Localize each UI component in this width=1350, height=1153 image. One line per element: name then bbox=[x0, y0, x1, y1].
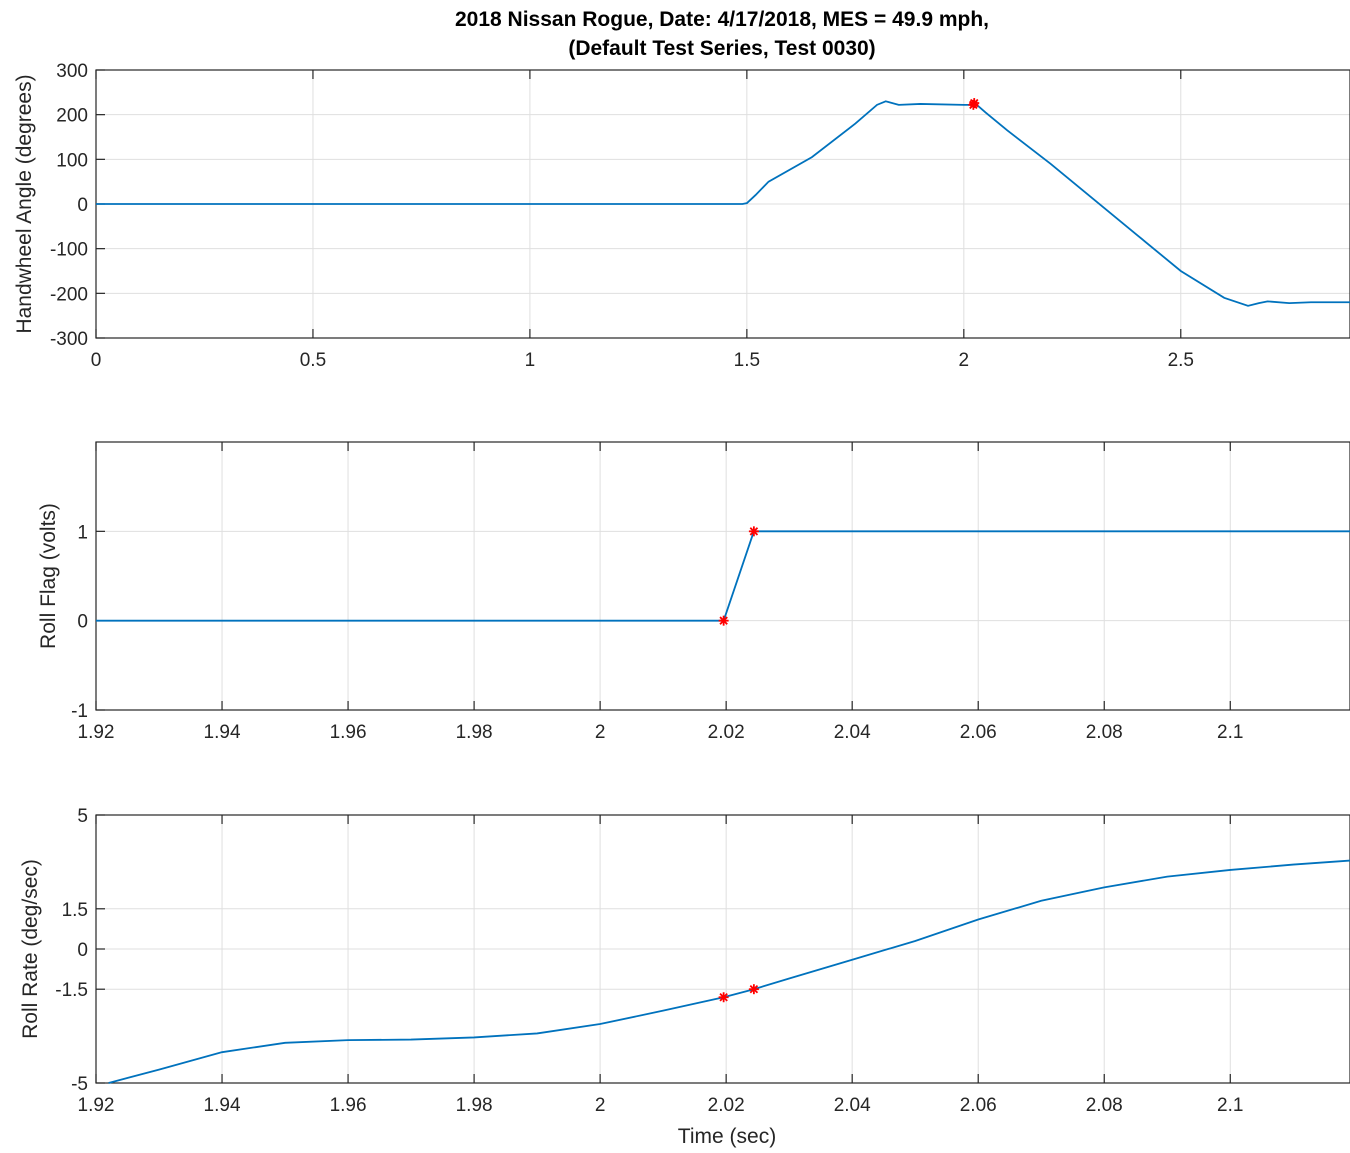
data-marker-asterisk bbox=[748, 984, 759, 995]
y-tick-label: 0 bbox=[77, 940, 88, 961]
data-marker-asterisk bbox=[748, 526, 759, 537]
y-tick-label: 300 bbox=[56, 61, 88, 82]
x-axis-label: Time (sec) bbox=[678, 1125, 776, 1148]
y-tick-label: 0 bbox=[77, 195, 88, 216]
y-tick-label: 0 bbox=[77, 612, 88, 633]
figure-title-line2: (Default Test Series, Test 0030) bbox=[568, 37, 875, 60]
y-tick-label: -300 bbox=[50, 329, 88, 350]
marker-stroke bbox=[749, 984, 759, 994]
x-tick-label: 2 bbox=[959, 350, 970, 371]
x-tick-label: 2.1 bbox=[1217, 1095, 1243, 1116]
x-tick-label: 2.08 bbox=[1086, 722, 1123, 743]
x-tick-label: 1.94 bbox=[204, 1095, 241, 1116]
x-tick-label: 2.02 bbox=[708, 722, 745, 743]
x-tick-label: 2.06 bbox=[960, 1095, 997, 1116]
x-tick-label: 1.98 bbox=[456, 1095, 493, 1116]
x-tick-label: 2.06 bbox=[960, 722, 997, 743]
y-axis-label: Roll Flag (volts) bbox=[37, 503, 60, 649]
x-tick-label: 2.5 bbox=[1168, 350, 1194, 371]
x-tick-label: 2.04 bbox=[834, 1095, 871, 1116]
series-line bbox=[108, 859, 1350, 1084]
figure-title-line1: 2018 Nissan Rogue, Date: 4/17/2018, MES … bbox=[455, 8, 989, 31]
y-tick-label: -1 bbox=[71, 701, 88, 722]
y-tick-label: 1.5 bbox=[62, 900, 88, 921]
x-tick-label: 1.92 bbox=[78, 722, 115, 743]
x-tick-label: 1.94 bbox=[204, 722, 241, 743]
subplot-2: 1.92 1.94 1.96 1.98 2 2.02 2.04 2.06 2.08 2.1 -1 0 1… bbox=[37, 441, 1350, 743]
y-tick-label: 1 bbox=[77, 522, 88, 543]
subplot-3: 1.92 1.94 1.96 1.98 2 2.02 2.04 2.06 2.08 2.1 -5 -1… bbox=[19, 806, 1350, 1148]
y-axis-label: Handwheel Angle (degrees) bbox=[13, 74, 36, 333]
x-tick-label: 1.98 bbox=[456, 722, 493, 743]
marker-stroke bbox=[749, 527, 759, 536]
x-tick-label: 1.96 bbox=[330, 1095, 367, 1116]
x-tick-label: 0 bbox=[91, 350, 102, 371]
subplot-1: 0 0.5 1 1.5 2 2.5 -300 -200 -100 0 100 200 300 Handwh… bbox=[13, 61, 1350, 371]
data-marker-asterisk bbox=[969, 98, 980, 109]
x-tick-label: 2.02 bbox=[708, 1095, 745, 1116]
x-tick-label: 1 bbox=[525, 350, 536, 371]
y-tick-label: 5 bbox=[77, 806, 88, 827]
axes-frame bbox=[95, 441, 1350, 711]
y-tick-label: -1.5 bbox=[55, 980, 88, 1001]
x-tick-label: 2 bbox=[595, 722, 606, 743]
marker-stroke bbox=[719, 616, 728, 625]
y-tick-label: -5 bbox=[71, 1074, 88, 1095]
series-line bbox=[96, 530, 1350, 622]
x-tick-label: 1.96 bbox=[330, 722, 367, 743]
y-tick-label: -200 bbox=[50, 284, 88, 305]
data-marker-asterisk bbox=[718, 992, 729, 1003]
y-tick-label: 100 bbox=[56, 150, 88, 171]
x-tick-label: 2.1 bbox=[1217, 722, 1243, 743]
x-tick-label: 2.08 bbox=[1086, 1095, 1123, 1116]
x-tick-label: 2.04 bbox=[834, 722, 871, 743]
marker-stroke bbox=[719, 993, 728, 1002]
y-tick-label: 200 bbox=[56, 106, 88, 127]
x-tick-label: 1.5 bbox=[734, 350, 760, 371]
x-tick-label: 1.92 bbox=[78, 1095, 115, 1116]
subplots: 0 0.5 1 1.5 2 2.5-300-200-1000100200300Handwh… bbox=[13, 61, 1350, 1148]
y-tick-label: -100 bbox=[50, 240, 88, 261]
y-axis-label: Roll Rate (deg/sec) bbox=[19, 859, 42, 1039]
marker-stroke bbox=[969, 98, 979, 108]
data-marker-asterisk bbox=[718, 615, 729, 626]
x-tick-label: 0.5 bbox=[300, 350, 326, 371]
x-tick-label: 2 bbox=[595, 1095, 606, 1116]
